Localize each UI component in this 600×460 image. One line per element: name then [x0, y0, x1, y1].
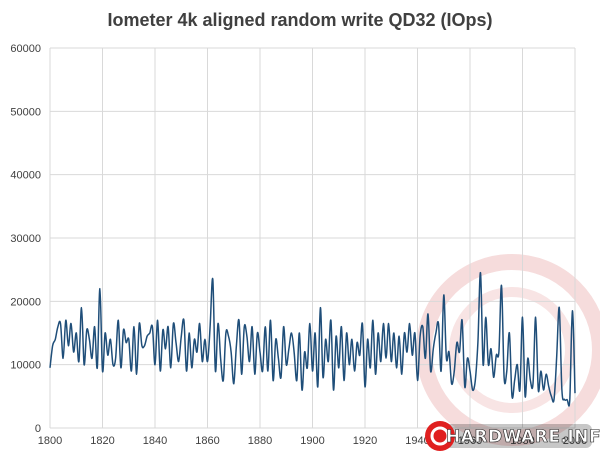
logo-disc [425, 421, 455, 451]
x-tick-label: 1900 [300, 435, 324, 447]
y-tick-label: 0 [35, 423, 41, 435]
x-tick-label: 1860 [195, 435, 219, 447]
logo-shadow [442, 424, 592, 448]
x-axis: 1800 1820 1840 1860 1880 1900 1920 1940 1960 1980… [38, 435, 587, 447]
x-tick-label: 1960 [458, 435, 482, 447]
series-line-0 [49, 272, 576, 407]
x-tick-label: 1800 [38, 435, 62, 447]
y-axis: 0 10000 20000 30000 40000 50000 60000 [10, 43, 41, 435]
logo-text: HARDWARE.INFO [446, 427, 600, 447]
logo-disc-ring [430, 426, 450, 446]
y-tick-label: 60000 [10, 43, 41, 55]
x-tick-label: 1840 [143, 435, 167, 447]
chart-title: Iometer 4k aligned random write QD32 (IO… [107, 10, 493, 30]
y-tick-label: 40000 [10, 170, 41, 182]
y-tick-label: 30000 [10, 233, 41, 245]
watermark-inner-ring [449, 287, 575, 413]
x-tick-label: 1980 [510, 435, 534, 447]
x-tick-label: 1940 [405, 435, 429, 447]
x-tick-label: 2000 [563, 435, 587, 447]
hardware-info-logo: HARDWARE.INFO [425, 421, 600, 451]
x-tick-label: 1880 [248, 435, 272, 447]
series-group [49, 272, 576, 407]
y-tick-label: 10000 [10, 360, 41, 372]
y-tick-label: 50000 [10, 106, 41, 118]
y-tick-label: 20000 [10, 296, 41, 308]
x-tick-label: 1920 [353, 435, 377, 447]
x-tick-label: 1820 [90, 435, 114, 447]
